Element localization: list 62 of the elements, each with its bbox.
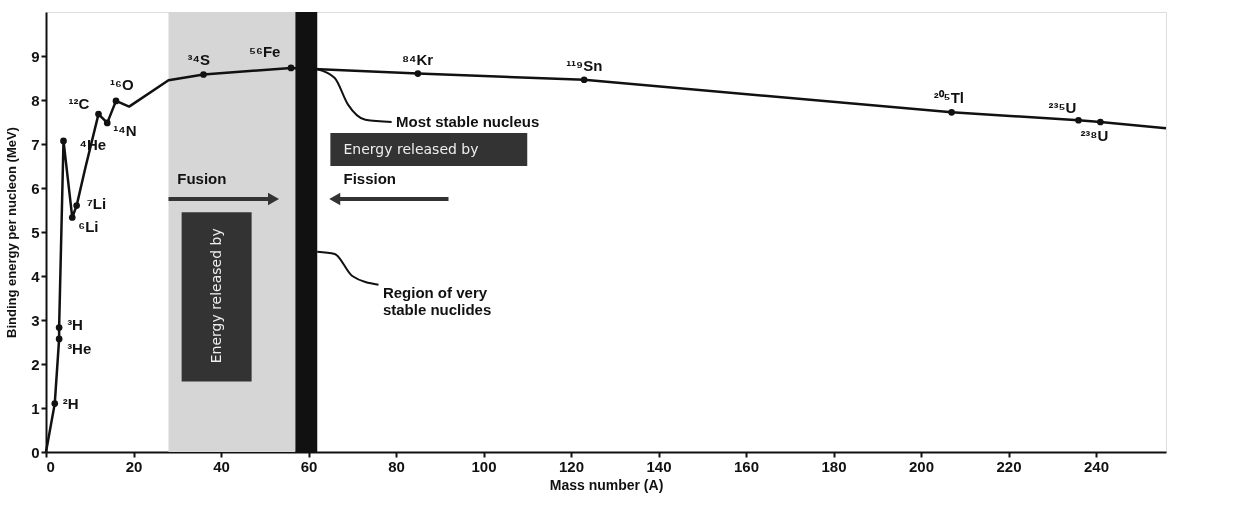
x-tick-label: 80 [388, 457, 405, 475]
point [55, 324, 63, 331]
annotation: ⁷Li [86, 194, 107, 212]
y-tick-label: 8 [31, 91, 40, 109]
annotation: ¹²C [68, 95, 90, 113]
x-axis-title: Mass number (A) [549, 476, 664, 493]
point [1097, 118, 1104, 126]
point [68, 214, 76, 221]
y-tick-label: 6 [31, 179, 40, 197]
annotation: Most stable nucleus [396, 113, 540, 130]
annotation: ²H [62, 394, 79, 412]
point [287, 64, 295, 72]
annotation: ⁵⁶Fe [249, 42, 281, 60]
point [200, 71, 207, 78]
point [51, 400, 59, 407]
y-tick-label: 7 [31, 135, 40, 153]
annotation: ²⁰⁵Tl [933, 89, 964, 107]
annotation: Energy released by [207, 228, 224, 364]
annotation: ¹⁴N [113, 121, 137, 139]
band-label: Region of very stable nuclides [382, 283, 492, 318]
x-tick-label: 20 [125, 457, 143, 475]
annotation: ³H [67, 316, 83, 334]
point [1075, 116, 1082, 124]
annotation: ⁶Li [78, 218, 99, 236]
point [112, 97, 120, 105]
annotation: ¹¹⁹Sn [566, 56, 603, 74]
x-tick-label: 60 [300, 457, 318, 475]
annotation: Fission [343, 170, 397, 188]
annotation: ³⁴S [187, 51, 210, 69]
point [580, 76, 588, 84]
x-tick-label: 40 [213, 457, 230, 475]
point [948, 108, 955, 116]
y-tick-label: 9 [31, 47, 40, 65]
x-tick-label: 240 [1083, 457, 1110, 475]
x-tick-label: 160 [733, 457, 760, 475]
y-tick-label: 4 [31, 267, 41, 285]
point [95, 110, 102, 118]
annotation: ¹⁶O [110, 75, 134, 93]
point [55, 335, 63, 343]
x-tick-label: 0 [46, 457, 55, 475]
x-tick-label: 220 [996, 457, 1022, 475]
y-tick-label: 2 [31, 355, 40, 373]
annotation: Fusion [177, 170, 227, 188]
annotation: ²³⁸U [1080, 127, 1109, 144]
point [414, 70, 422, 77]
y-tick-label: 1 [31, 399, 40, 417]
annotation: Energy released by [343, 140, 479, 157]
y-tick-label: 0 [31, 443, 40, 461]
point [73, 202, 80, 209]
annotation: ²³⁵U [1048, 99, 1077, 117]
annotation: ⁸⁴Kr [401, 50, 434, 68]
point [60, 137, 67, 145]
annotation: ³He [67, 339, 92, 357]
x-tick-label: 180 [821, 457, 847, 475]
x-tick-label: 120 [558, 457, 585, 475]
y-tick-label: 5 [31, 223, 40, 241]
y-axis-title: Binding energy per nucleon (MeV) [4, 127, 20, 338]
x-tick-label: 140 [646, 457, 672, 475]
x-tick-label: 200 [908, 457, 935, 475]
x-tick-label: 100 [471, 457, 497, 475]
y-tick-label: 3 [31, 311, 40, 329]
point [103, 119, 111, 127]
